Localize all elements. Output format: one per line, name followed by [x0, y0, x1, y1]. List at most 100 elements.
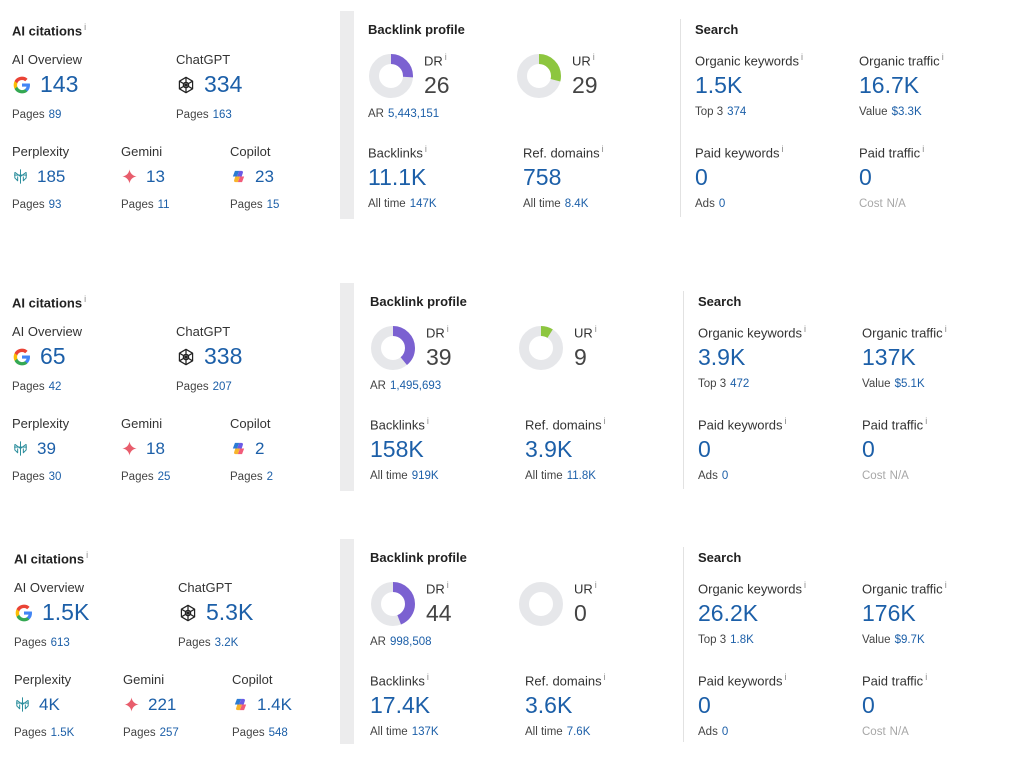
ur-metric[interactable]: UR i 29: [572, 52, 598, 98]
pages-label: Pages: [176, 108, 209, 121]
pages-label: Pages: [123, 727, 156, 739]
ai-metric-gemini[interactable]: Gemini 13 Pages 11: [121, 144, 170, 211]
info-icon[interactable]: i: [426, 672, 429, 682]
ar-metric[interactable]: AR 1,495,693: [370, 380, 441, 392]
metric-label: DR i: [424, 52, 450, 68]
ur-metric[interactable]: UR i 0: [574, 580, 597, 626]
metric-value-row: 758: [523, 166, 604, 190]
paid-keywords-metric[interactable]: Paid keywords i 0 Ads 0: [695, 144, 784, 210]
paid-keywords-metric[interactable]: Paid keywords i 0 Ads 0: [698, 672, 787, 738]
metric-label-text: Gemini: [123, 672, 165, 687]
info-icon[interactable]: i: [784, 416, 787, 426]
info-icon[interactable]: i: [804, 324, 807, 334]
metric-label: Backlinks i: [370, 416, 439, 432]
dr-metric[interactable]: DR i 44: [426, 580, 452, 626]
ai-metric-chatgpt[interactable]: ChatGPT 338 Pages 207: [176, 324, 242, 393]
ur-metric[interactable]: UR i 9: [574, 324, 597, 370]
ref-domains-metric[interactable]: Ref. domains i 3.9K All time 11.8K: [525, 416, 606, 482]
info-icon[interactable]: i: [784, 672, 787, 682]
ai-metric-gemini[interactable]: Gemini 18 Pages 25: [121, 416, 170, 483]
info-icon[interactable]: i: [86, 550, 89, 560]
metric-value: 1.4K: [257, 695, 292, 714]
info-icon[interactable]: i: [603, 416, 606, 426]
ai-metric-perplexity[interactable]: Perplexity 185 Pages 93: [12, 144, 69, 211]
info-icon[interactable]: i: [426, 416, 429, 426]
pages-value: 613: [50, 636, 70, 649]
info-icon[interactable]: i: [594, 324, 597, 334]
info-icon[interactable]: i: [444, 52, 447, 62]
metric-value-row: 2: [230, 440, 264, 457]
organic-traffic-metric[interactable]: Organic traffic i 176K Value $9.7K: [862, 580, 947, 646]
metric-pages: Pages 3.2K: [178, 637, 253, 649]
dr-metric[interactable]: DR i 26: [424, 52, 450, 98]
info-icon[interactable]: i: [446, 324, 449, 334]
paid-traffic-metric[interactable]: Paid traffic i 0 Cost N/A: [862, 672, 927, 738]
sub-value: 1.8K: [730, 634, 754, 647]
ref-domains-metric[interactable]: Ref. domains i 3.6K All time 7.6K: [525, 672, 606, 738]
metric-label-text: Paid traffic: [862, 417, 924, 433]
section-divider: [683, 291, 684, 489]
section-separator: [340, 11, 354, 219]
ar-metric[interactable]: AR 5,443,151: [368, 108, 439, 120]
ar-label: AR: [370, 636, 386, 648]
info-icon[interactable]: i: [941, 52, 944, 62]
paid-traffic-metric[interactable]: Paid traffic i 0 Cost N/A: [862, 416, 927, 482]
info-icon[interactable]: i: [424, 144, 427, 154]
organic-traffic-metric[interactable]: Organic traffic i 137K Value $5.1K: [862, 324, 947, 390]
metric-sub-row: Ads 0: [695, 198, 784, 210]
sub-value: $5.1K: [894, 378, 925, 391]
info-icon[interactable]: i: [944, 580, 947, 590]
backlinks-value: 158K: [370, 436, 424, 463]
info-icon[interactable]: i: [804, 580, 807, 590]
metric-value: 5.3K: [206, 599, 254, 625]
info-icon[interactable]: i: [925, 672, 928, 682]
paid-traffic-metric[interactable]: Paid traffic i 0 Cost N/A: [859, 144, 924, 210]
organic-keywords-metric[interactable]: Organic keywords i 26.2K Top 3 1.8K: [698, 580, 806, 646]
ai-metric-chatgpt[interactable]: ChatGPT 334 Pages 163: [176, 52, 242, 121]
ai-metric-copilot[interactable]: Copilot 23 Pages 15: [230, 144, 279, 211]
metric-label: Paid keywords i: [698, 416, 787, 432]
perplexity-icon: [12, 440, 29, 457]
organic-keywords-metric[interactable]: Organic keywords i 1.5K Top 3 374: [695, 52, 803, 118]
metric-value-row: 13: [121, 168, 165, 185]
backlinks-metric[interactable]: Backlinks i 11.1K All time 147K: [368, 144, 437, 210]
metric-sub-row: Top 3 374: [695, 106, 803, 118]
ref-domains-metric[interactable]: Ref. domains i 758 All time 8.4K: [523, 144, 604, 210]
metric-sub-row: Cost N/A: [862, 470, 927, 482]
info-icon[interactable]: i: [944, 324, 947, 334]
info-icon[interactable]: i: [922, 144, 925, 154]
info-icon[interactable]: i: [801, 52, 804, 62]
metric-label-text: AI Overview: [14, 580, 85, 595]
info-icon[interactable]: i: [594, 580, 597, 590]
organic-traffic-metric[interactable]: Organic traffic i 16.7K Value $3.3K: [859, 52, 944, 118]
backlinks-metric[interactable]: Backlinks i 17.4K All time 137K: [370, 672, 439, 738]
backlinks-metric[interactable]: Backlinks i 158K All time 919K: [370, 416, 439, 482]
ai-metric-copilot[interactable]: Copilot 2 Pages 2: [230, 416, 273, 483]
organic-keywords-metric[interactable]: Organic keywords i 3.9K Top 3 472: [698, 324, 806, 390]
info-icon[interactable]: i: [446, 580, 449, 590]
info-icon[interactable]: i: [603, 672, 606, 682]
gemini-icon: [123, 696, 140, 713]
ai-metric-perplexity[interactable]: Perplexity 39 Pages 30: [12, 416, 69, 483]
ai-metric-chatgpt[interactable]: ChatGPT 5.3K Pages 3.2K: [178, 580, 253, 649]
info-icon[interactable]: i: [84, 22, 87, 32]
ai-metric-gemini[interactable]: Gemini 221 Pages 257: [123, 672, 179, 739]
info-icon[interactable]: i: [781, 144, 784, 154]
section-separator: [340, 283, 354, 491]
pages-label: Pages: [232, 727, 265, 739]
info-icon[interactable]: i: [925, 416, 928, 426]
ai-metric-ai-overview[interactable]: AI Overview 143 Pages 89: [12, 52, 82, 121]
ai-metric-ai-overview[interactable]: AI Overview 65 Pages 42: [12, 324, 82, 393]
paid-keywords-metric[interactable]: Paid keywords i 0 Ads 0: [698, 416, 787, 482]
info-icon[interactable]: i: [592, 52, 595, 62]
copilot-icon: [230, 168, 247, 185]
info-icon[interactable]: i: [84, 294, 87, 304]
sub-value: $9.7K: [894, 634, 925, 647]
ai-metric-copilot[interactable]: Copilot 1.4K Pages 548: [232, 672, 292, 739]
ar-metric[interactable]: AR 998,508: [370, 636, 432, 648]
dr-metric[interactable]: DR i 39: [426, 324, 452, 370]
ai-metric-perplexity[interactable]: Perplexity 4K Pages 1.5K: [14, 672, 74, 739]
info-icon[interactable]: i: [601, 144, 604, 154]
metric-value-row: 143: [12, 73, 78, 96]
ai-metric-ai-overview[interactable]: AI Overview 1.5K Pages 613: [14, 580, 89, 649]
